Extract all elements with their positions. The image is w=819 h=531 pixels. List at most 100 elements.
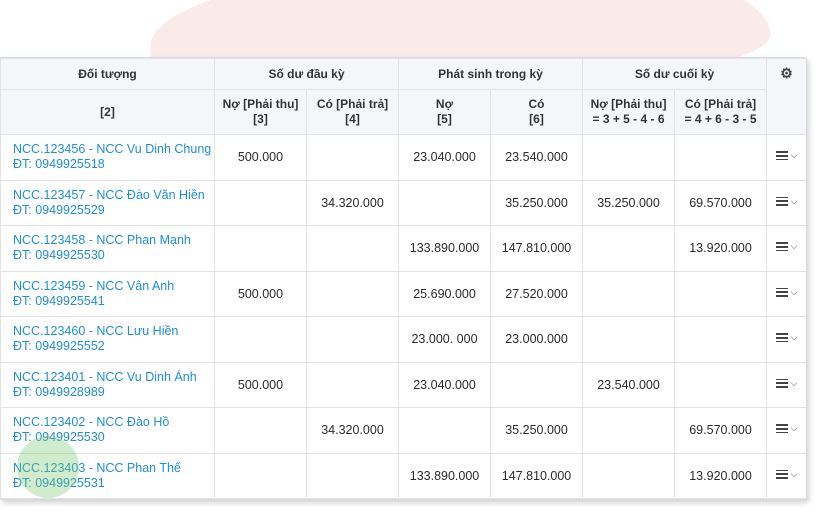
object-name-link[interactable]: NCC.123460 - NCC Lưu Hiền: [13, 324, 179, 339]
row-action-cell: ⌵: [766, 452, 806, 499]
closing-debit-cell: [582, 225, 676, 272]
opening-credit-cell: [305, 134, 400, 181]
object-name-link[interactable]: NCC.123401 - NCC Vu Dinh Ánh: [13, 369, 197, 384]
ledger-table: Đối tượng Số dư đầu kỳ Phát sinh trong k…: [0, 58, 806, 499]
hamburger-menu-icon: [775, 285, 788, 299]
period-credit-cell: [490, 361, 584, 408]
closing-debit-cell: 35.250.000: [582, 179, 676, 226]
closing-debit-cell: [582, 270, 676, 317]
hamburger-menu-icon: [775, 149, 788, 163]
closing-credit-cell: 13.920.000: [674, 225, 768, 272]
row-menu-button[interactable]: ⌵: [775, 285, 797, 299]
row-menu-button[interactable]: ⌵: [775, 331, 798, 345]
row-menu-button[interactable]: ⌵: [775, 467, 798, 481]
row-action-cell: ⌵: [766, 407, 806, 454]
object-phone: ĐT: 0949925529: [13, 202, 105, 217]
object-cell[interactable]: NCC.123457 - NCC Đào Văn Hiền ĐT: 094992…: [0, 179, 215, 226]
opening-debit-cell: 500.000: [214, 134, 307, 181]
table-row: NCC.123460 - NCC Lưu Hiền ĐT: 0949925552…: [0, 316, 806, 363]
hamburger-menu-icon: [775, 422, 788, 436]
closing-credit-cell: [674, 134, 768, 181]
col-header-closing-credit: Có [Phải trả] = 4 + 6 - 3 - 5: [674, 89, 768, 135]
table-row: NCC.123403 - NCC Phan Thế ĐT: 0949925531…: [0, 452, 806, 499]
opening-credit-cell: [305, 361, 400, 408]
period-debit-cell: 133.890.000: [398, 225, 492, 272]
chevron-down-icon: ⌵: [790, 468, 798, 479]
opening-debit-cell: [214, 179, 307, 226]
header-line-2: = 4 + 6 - 3 - 5: [684, 112, 757, 126]
period-credit-cell: 147.810.000: [490, 225, 584, 272]
object-name-link[interactable]: NCC.123402 - NCC Đào Hồ: [13, 415, 170, 430]
row-action-cell: ⌵: [766, 179, 806, 226]
header-line-2: [5]: [437, 112, 452, 126]
group-header-opening: Số dư đầu kỳ: [213, 58, 400, 90]
object-name-link[interactable]: NCC.123456 - NCC Vu Dinh Chung: [13, 142, 212, 157]
closing-credit-cell: 69.570.000: [674, 179, 768, 226]
table-row: NCC.123402 - NCC Đào Hồ ĐT: 0949925530 3…: [0, 407, 806, 454]
gear-icon[interactable]: ⚙: [780, 65, 793, 81]
opening-debit-cell: [214, 316, 307, 363]
period-credit-cell: 27.520.000: [490, 270, 584, 317]
click-ripple: [17, 436, 79, 498]
closing-credit-cell: [674, 316, 768, 363]
hamburger-menu-icon: [775, 376, 788, 390]
object-cell[interactable]: NCC.123459 - NCC Vân Anh ĐT: 0949925541: [0, 270, 215, 317]
row-action-cell: ⌵: [766, 316, 806, 363]
period-debit-cell: [398, 179, 492, 226]
chevron-down-icon: ⌵: [790, 150, 798, 161]
chevron-down-icon: ⌵: [790, 423, 798, 434]
period-credit-cell: 35.250.000: [490, 179, 584, 226]
closing-debit-cell: [582, 452, 676, 499]
table-row: NCC.123457 - NCC Đào Văn Hiền ĐT: 094992…: [0, 179, 806, 226]
opening-credit-cell: 34.320.000: [305, 179, 400, 226]
period-debit-cell: 25.690.000: [398, 270, 492, 317]
object-name-link[interactable]: NCC.123403 - NCC Phan Thế: [13, 460, 181, 475]
hamburger-menu-icon: [775, 240, 788, 254]
opening-debit-cell: [214, 225, 307, 272]
hamburger-menu-icon: [775, 194, 788, 208]
closing-debit-cell: [582, 316, 676, 363]
col-header-closing-debit: Nợ [Phải thu] = 3 + 5 - 4 - 6: [582, 89, 676, 135]
row-menu-button[interactable]: ⌵: [775, 240, 797, 254]
object-phone: ĐT: 0949925530: [13, 430, 105, 445]
period-credit-cell: 23.000.000: [490, 316, 584, 363]
object-cell[interactable]: NCC.123401 - NCC Vu Dinh Ánh ĐT: 0949928…: [0, 361, 215, 408]
period-debit-cell: 23.040.000: [398, 134, 492, 181]
closing-credit-cell: [674, 270, 768, 317]
object-phone: ĐT: 0949925552: [13, 339, 105, 354]
col-header-object: Đối tượng: [0, 58, 215, 90]
row-menu-button[interactable]: ⌵: [775, 194, 798, 208]
object-cell[interactable]: NCC.123403 - NCC Phan Thế ĐT: 0949925531: [0, 452, 215, 499]
row-menu-button[interactable]: ⌵: [775, 422, 798, 436]
chevron-down-icon: ⌵: [790, 195, 798, 206]
opening-credit-cell: [305, 270, 400, 317]
header-line-2: [4]: [345, 112, 360, 126]
object-cell[interactable]: NCC.123458 - NCC Phan Mạnh ĐT: 094992553…: [0, 225, 215, 272]
opening-debit-cell: 500.000: [214, 361, 307, 408]
object-name-link[interactable]: NCC.123458 - NCC Phan Mạnh: [13, 233, 191, 248]
row-menu-button[interactable]: ⌵: [775, 149, 798, 163]
table-row: NCC.123456 - NCC Vu Dinh Chung ĐT: 09499…: [0, 134, 806, 181]
header-line-2: [6]: [529, 112, 544, 126]
object-name-link[interactable]: NCC.123459 - NCC Vân Anh: [13, 278, 175, 293]
period-credit-cell: 23.540.000: [490, 134, 584, 181]
object-name-link[interactable]: NCC.123457 - NCC Đào Văn Hiền: [13, 187, 205, 202]
row-menu-button[interactable]: ⌵: [775, 376, 798, 390]
opening-debit-cell: [214, 452, 307, 499]
group-header-closing: Số dư cuối kỳ: [582, 58, 768, 90]
object-cell[interactable]: NCC.123460 - NCC Lưu Hiền ĐT: 0949925552: [0, 316, 215, 363]
object-cell[interactable]: NCC.123402 - NCC Đào Hồ ĐT: 0949925530: [0, 407, 215, 454]
period-debit-cell: 23.040.000: [398, 361, 492, 408]
chevron-down-icon: ⌵: [790, 377, 798, 388]
object-cell[interactable]: NCC.123456 - NCC Vu Dinh Chung ĐT: 09499…: [0, 134, 215, 181]
chevron-down-icon: ⌵: [790, 332, 798, 343]
opening-debit-cell: 500.000: [214, 270, 307, 317]
opening-credit-cell: [305, 225, 400, 272]
period-credit-cell: 147.810.000: [490, 452, 584, 499]
opening-debit-cell: [214, 407, 307, 454]
opening-credit-cell: [305, 452, 400, 499]
closing-credit-cell: 69.570.000: [674, 407, 768, 454]
closing-credit-cell: [674, 361, 768, 408]
table-row: NCC.123459 - NCC Vân Anh ĐT: 0949925541 …: [0, 270, 806, 317]
hamburger-menu-icon: [775, 467, 788, 481]
